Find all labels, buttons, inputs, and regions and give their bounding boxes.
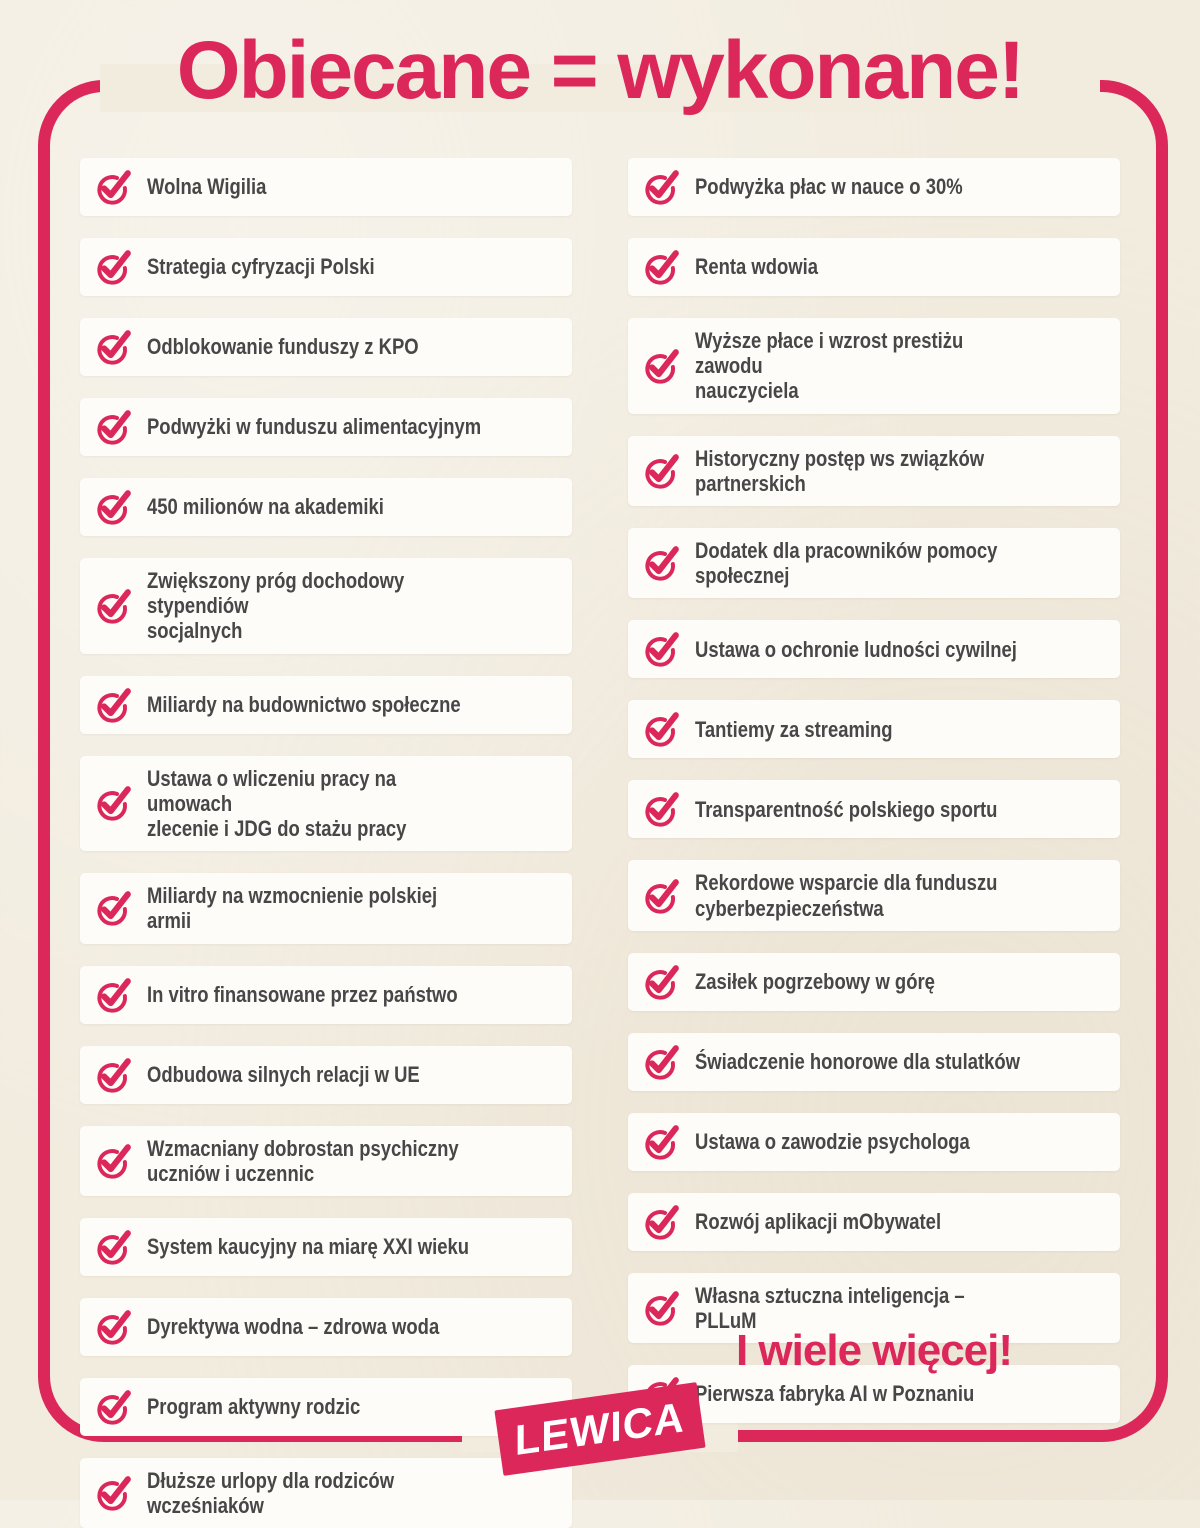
list-item-label: Dłuższe urlopy dla rodziców wcześniaków [147,1467,395,1519]
list-item: Wzmacniany dobrostan psychiczny uczniów … [80,1125,572,1196]
check-circle-icon [645,878,679,914]
check-circle-icon [645,348,679,384]
check-circle-icon [645,1204,679,1240]
check-circle-icon [97,977,131,1013]
check-circle-icon [645,453,679,489]
list-item: Ustawa o wliczeniu pracy na umowach zlec… [80,755,572,852]
list-item-label: Wolna Wigilia [147,174,267,200]
list-item: Dłuższe urlopy dla rodziców wcześniaków [80,1457,572,1528]
check-circle-icon [645,1124,679,1160]
list-item: Miliardy na budownictwo społeczne [80,675,572,734]
list-item-label: In vitro finansowane przez państwo [147,981,458,1007]
list-item-label: System kaucyjny na miarę XXI wieku [147,1234,470,1260]
list-item-label: Pierwsza fabryka AI w Poznaniu [695,1381,975,1407]
list-item: Dodatek dla pracowników pomocy społeczne… [628,527,1120,599]
list-item-label: Odblokowanie funduszy z KPO [147,334,419,360]
list-item-label: Ustawa o wliczeniu pracy na umowach zlec… [147,765,407,841]
list-item: Wolna Wigilia [80,158,572,216]
list-item-label: Historyczny postęp ws związków partnersk… [695,445,985,496]
list-item-label: Tantiemy za streaming [695,716,893,742]
list-item: Zasiłek pogrzebowy w górę [628,952,1120,1011]
list-item: Strategia cyfryzacji Polski [80,238,572,296]
check-circle-icon [97,1143,131,1179]
check-circle-icon [97,250,131,285]
more-text: I wiele więcej! [735,1326,1013,1375]
list-item-label: Rozwój aplikacji mObywatel [695,1209,942,1235]
list-item-label: Własna sztuczna inteligencja – PLLuM [695,1282,965,1333]
list-item-label: Miliardy na budownictwo społeczne [147,691,461,717]
check-circle-icon [97,588,131,624]
check-circle-icon [97,1310,131,1345]
list-item-label: Dodatek dla pracowników pomocy społeczne… [695,537,998,589]
list-item: Odblokowanie funduszy z KPO [80,318,572,376]
list-item-label: Transparentność polskiego sportu [695,796,998,822]
check-circle-icon [97,1476,131,1511]
list-item: Ustawa o ochronie ludności cywilnej [628,620,1120,679]
check-circle-icon [645,546,679,581]
list-item-label: Program aktywny rodzic [147,1394,361,1420]
list-item: Tantiemy za streaming [628,700,1120,759]
list-item-label: Odbudowa silnych relacji w UE [147,1061,420,1087]
list-item: Zwiększony próg dochodowy stypendiów soc… [80,558,572,654]
title-mask [100,64,1100,112]
check-circle-icon [97,687,131,723]
check-circle-icon [645,964,679,1000]
check-circle-icon [97,1230,131,1265]
list-item-label: Miliardy na wzmocnienie polskiej armii [147,883,438,934]
check-circle-icon [97,330,131,365]
list-item-label: Wyższe płace i wzrost prestiżu zawodu na… [695,328,964,404]
checklist-column-left: Wolna Wigilia Strategia cyfryzacji Polsk… [80,158,572,1528]
check-circle-icon [97,170,131,205]
list-item: Wyższe płace i wzrost prestiżu zawodu na… [628,318,1120,414]
list-item-label: Renta wdowia [695,254,819,280]
list-item: Transparentność polskiego sportu [628,780,1120,839]
list-item: Renta wdowia [628,238,1120,296]
list-item: 450 milionów na akademiki [80,478,572,536]
list-item-label: Wzmacniany dobrostan psychiczny uczniów … [147,1135,459,1186]
lewica-logo-label: LEWICA [515,1392,685,1465]
list-item: System kaucyjny na miarę XXI wieku [80,1217,572,1276]
list-item: Miliardy na wzmocnienie polskiej armii [80,873,572,944]
list-item-label: Zasiłek pogrzebowy w górę [695,969,935,995]
list-item-label: 450 milionów na akademiki [147,494,384,520]
check-circle-icon [645,1291,679,1326]
check-circle-icon [645,250,679,285]
list-item: Podwyżka płac w nauce o 30% [628,158,1120,216]
check-circle-icon [97,786,131,821]
list-item: Rozwój aplikacji mObywatel [628,1192,1120,1251]
check-circle-icon [645,170,679,205]
check-circle-icon [97,1390,131,1425]
list-item: Świadczenie honorowe dla stulatków [628,1032,1120,1091]
list-item: Ustawa o zawodzie psychologa [628,1112,1120,1171]
list-item: Rekordowe wsparcie dla funduszu cyberbez… [628,860,1120,931]
list-item: Dyrektywa wodna – zdrowa woda [80,1297,572,1356]
list-item-label: Dyrektywa wodna – zdrowa woda [147,1314,440,1340]
list-item: In vitro finansowane przez państwo [80,965,572,1024]
list-item-label: Podwyżka płac w nauce o 30% [695,174,963,200]
check-circle-icon [645,632,679,667]
list-item-label: Rekordowe wsparcie dla funduszu cyberbez… [695,870,998,921]
list-item: Odbudowa silnych relacji w UE [80,1045,572,1104]
check-circle-icon [645,712,679,747]
list-item-label: Zwiększony próg dochodowy stypendiów soc… [147,568,405,644]
list-item: Program aktywny rodzic [80,1377,572,1436]
check-circle-icon [97,1057,131,1093]
list-item: Pierwsza fabryka AI w Poznaniu [628,1365,1120,1424]
check-circle-icon [97,891,131,926]
list-item: Podwyżki w funduszu alimentacyjnym [80,398,572,456]
list-item: Własna sztuczna inteligencja – PLLuM [628,1272,1120,1344]
list-item-label: Strategia cyfryzacji Polski [147,254,375,280]
check-circle-icon [645,1044,679,1080]
check-circle-icon [97,490,131,525]
list-item-label: Ustawa o zawodzie psychologa [695,1129,970,1155]
checklist-column-right: Podwyżka płac w nauce o 30% Renta wdowia… [628,158,1120,1424]
list-item-label: Ustawa o ochronie ludności cywilnej [695,636,1017,662]
list-item: Historyczny postęp ws związków partnersk… [628,435,1120,506]
page-title: Obiecane = wykonane! [176,25,1025,116]
check-circle-icon [645,792,679,827]
check-circle-icon [97,410,131,445]
list-item-label: Podwyżki w funduszu alimentacyjnym [147,414,482,440]
list-item-label: Świadczenie honorowe dla stulatków [695,1049,1020,1075]
